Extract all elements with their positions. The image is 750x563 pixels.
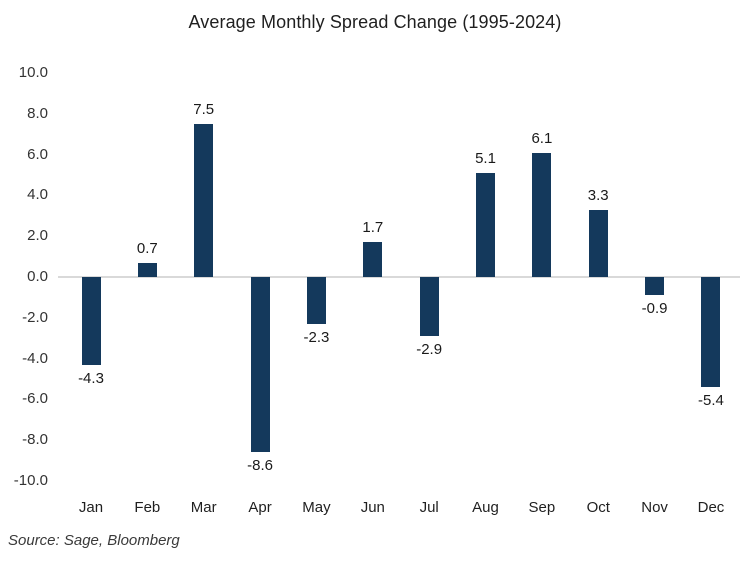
- chart-title: Average Monthly Spread Change (1995-2024…: [188, 12, 562, 32]
- bar-value-label: 3.3: [587, 186, 609, 204]
- source-note: Source: Sage, Bloomberg: [8, 532, 180, 549]
- bar-value-label: -8.6: [247, 457, 273, 475]
- y-tick-label: 8.0: [27, 104, 48, 122]
- bar-apr: [250, 277, 270, 453]
- x-tick-label: Feb: [134, 499, 161, 516]
- bar-jul: [419, 277, 439, 337]
- bar-sep: [532, 152, 552, 277]
- x-tick-label: May: [302, 499, 331, 516]
- x-tick-label: Oct: [586, 499, 610, 516]
- x-tick-label: Sep: [528, 499, 556, 516]
- bar-may: [306, 277, 326, 324]
- bar-value-label: -5.4: [698, 392, 724, 410]
- bar-feb: [137, 262, 157, 277]
- x-tick-label: Apr: [248, 499, 272, 516]
- bar-value-label: 0.7: [136, 239, 158, 257]
- bar-nov: [645, 277, 665, 296]
- y-tick-label: 6.0: [27, 145, 48, 163]
- bar-dec: [701, 277, 721, 388]
- bar-aug: [476, 172, 496, 277]
- bar-value-label: -2.3: [303, 328, 330, 346]
- bar-value-label: -0.9: [641, 300, 668, 318]
- y-tick-label: -6.0: [22, 390, 48, 408]
- x-tick-label: Jul: [419, 499, 439, 516]
- bar-mar: [194, 124, 214, 277]
- bar-value-label: -4.3: [78, 369, 104, 387]
- y-tick-label: 2.0: [27, 227, 48, 245]
- y-tick-label: -8.0: [22, 431, 48, 449]
- bar-jun: [363, 242, 383, 277]
- bar-value-label: 1.7: [362, 219, 384, 237]
- bar-value-label: 5.1: [475, 149, 496, 167]
- y-tick-label: 0.0: [27, 268, 48, 285]
- x-tick-label: Jun: [360, 499, 385, 516]
- bar-value-label: 6.1: [531, 129, 553, 147]
- y-tick-label: 4.0: [27, 186, 48, 204]
- bar-value-label: 7.5: [193, 101, 215, 118]
- x-tick-label: Jan: [78, 499, 104, 516]
- x-tick-label: Mar: [190, 499, 217, 516]
- y-tick-label: -10.0: [13, 472, 48, 489]
- x-tick-label: Dec: [697, 499, 725, 516]
- x-tick-label: Aug: [472, 499, 499, 516]
- zero-gridline: [58, 276, 740, 278]
- bar-value-label: -2.9: [416, 341, 443, 359]
- x-tick-label: Nov: [641, 499, 668, 516]
- y-tick-label: -2.0: [22, 308, 48, 326]
- y-tick-label: 10.0: [18, 64, 48, 81]
- bar-jan: [81, 277, 101, 365]
- bar-oct: [588, 209, 608, 277]
- y-tick-label: -4.0: [22, 349, 48, 367]
